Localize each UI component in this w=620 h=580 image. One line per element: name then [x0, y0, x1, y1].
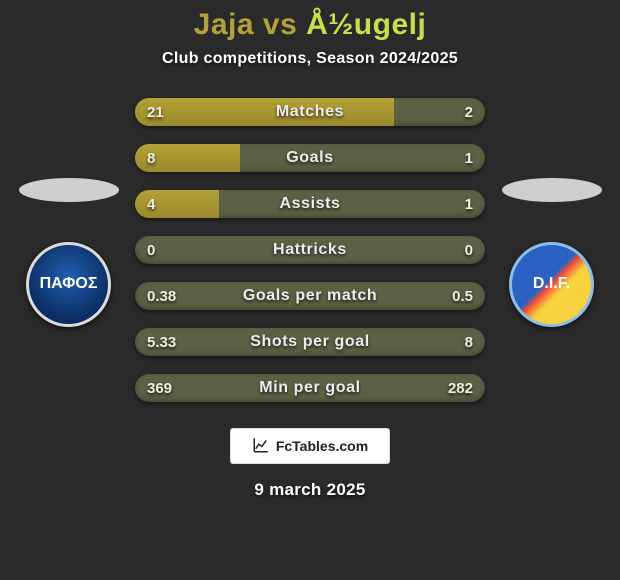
stat-label: Goals — [135, 149, 485, 167]
stat-label: Matches — [135, 103, 485, 121]
left-side: ΠΑΦΟΣ — [16, 174, 121, 327]
stat-bar: 5.33Shots per goal8 — [135, 328, 485, 356]
stat-bar: 21Matches2 — [135, 98, 485, 126]
vs-text: vs — [263, 8, 297, 41]
stat-label: Shots per goal — [135, 333, 485, 351]
stat-label: Goals per match — [135, 287, 485, 305]
date-text: 9 march 2025 — [254, 480, 365, 500]
stat-right-value: 0 — [465, 242, 473, 259]
stat-right-value: 282 — [448, 380, 473, 397]
stat-right-value: 1 — [465, 196, 473, 213]
stat-right-value: 0.5 — [452, 288, 473, 305]
stat-right-value: 1 — [465, 150, 473, 167]
brand-logo[interactable]: FcTables.com — [230, 428, 390, 464]
page-title: Jaja vs Å½ugelj — [194, 8, 427, 42]
player2-club-badge: D.I.F. — [509, 242, 594, 327]
stat-bar: 4Assists1 — [135, 190, 485, 218]
player2-oval — [502, 178, 602, 202]
stat-bar: 0.38Goals per match0.5 — [135, 282, 485, 310]
player2-name: Å½ugelj — [306, 8, 426, 41]
subtitle: Club competitions, Season 2024/2025 — [162, 50, 458, 68]
brand-text: FcTables.com — [276, 438, 368, 454]
stat-bar: 0Hattricks0 — [135, 236, 485, 264]
stat-right-value: 8 — [465, 334, 473, 351]
stat-bar: 8Goals1 — [135, 144, 485, 172]
player1-club-badge-text: ΠΑΦΟΣ — [40, 275, 98, 293]
stat-right-value: 2 — [465, 104, 473, 121]
stat-label: Min per goal — [135, 379, 485, 397]
stat-label: Assists — [135, 195, 485, 213]
chart-icon — [252, 436, 270, 457]
right-side: D.I.F. — [499, 174, 604, 327]
stat-bars: 21Matches28Goals14Assists10Hattricks00.3… — [135, 98, 485, 402]
stat-label: Hattricks — [135, 241, 485, 259]
stats-container: ΠΑΦΟΣ 21Matches28Goals14Assists10Hattric… — [16, 98, 604, 402]
player1-name: Jaja — [194, 8, 254, 41]
player1-club-badge: ΠΑΦΟΣ — [26, 242, 111, 327]
player2-club-badge-text: D.I.F. — [533, 275, 570, 293]
player1-oval — [19, 178, 119, 202]
stat-bar: 369Min per goal282 — [135, 374, 485, 402]
